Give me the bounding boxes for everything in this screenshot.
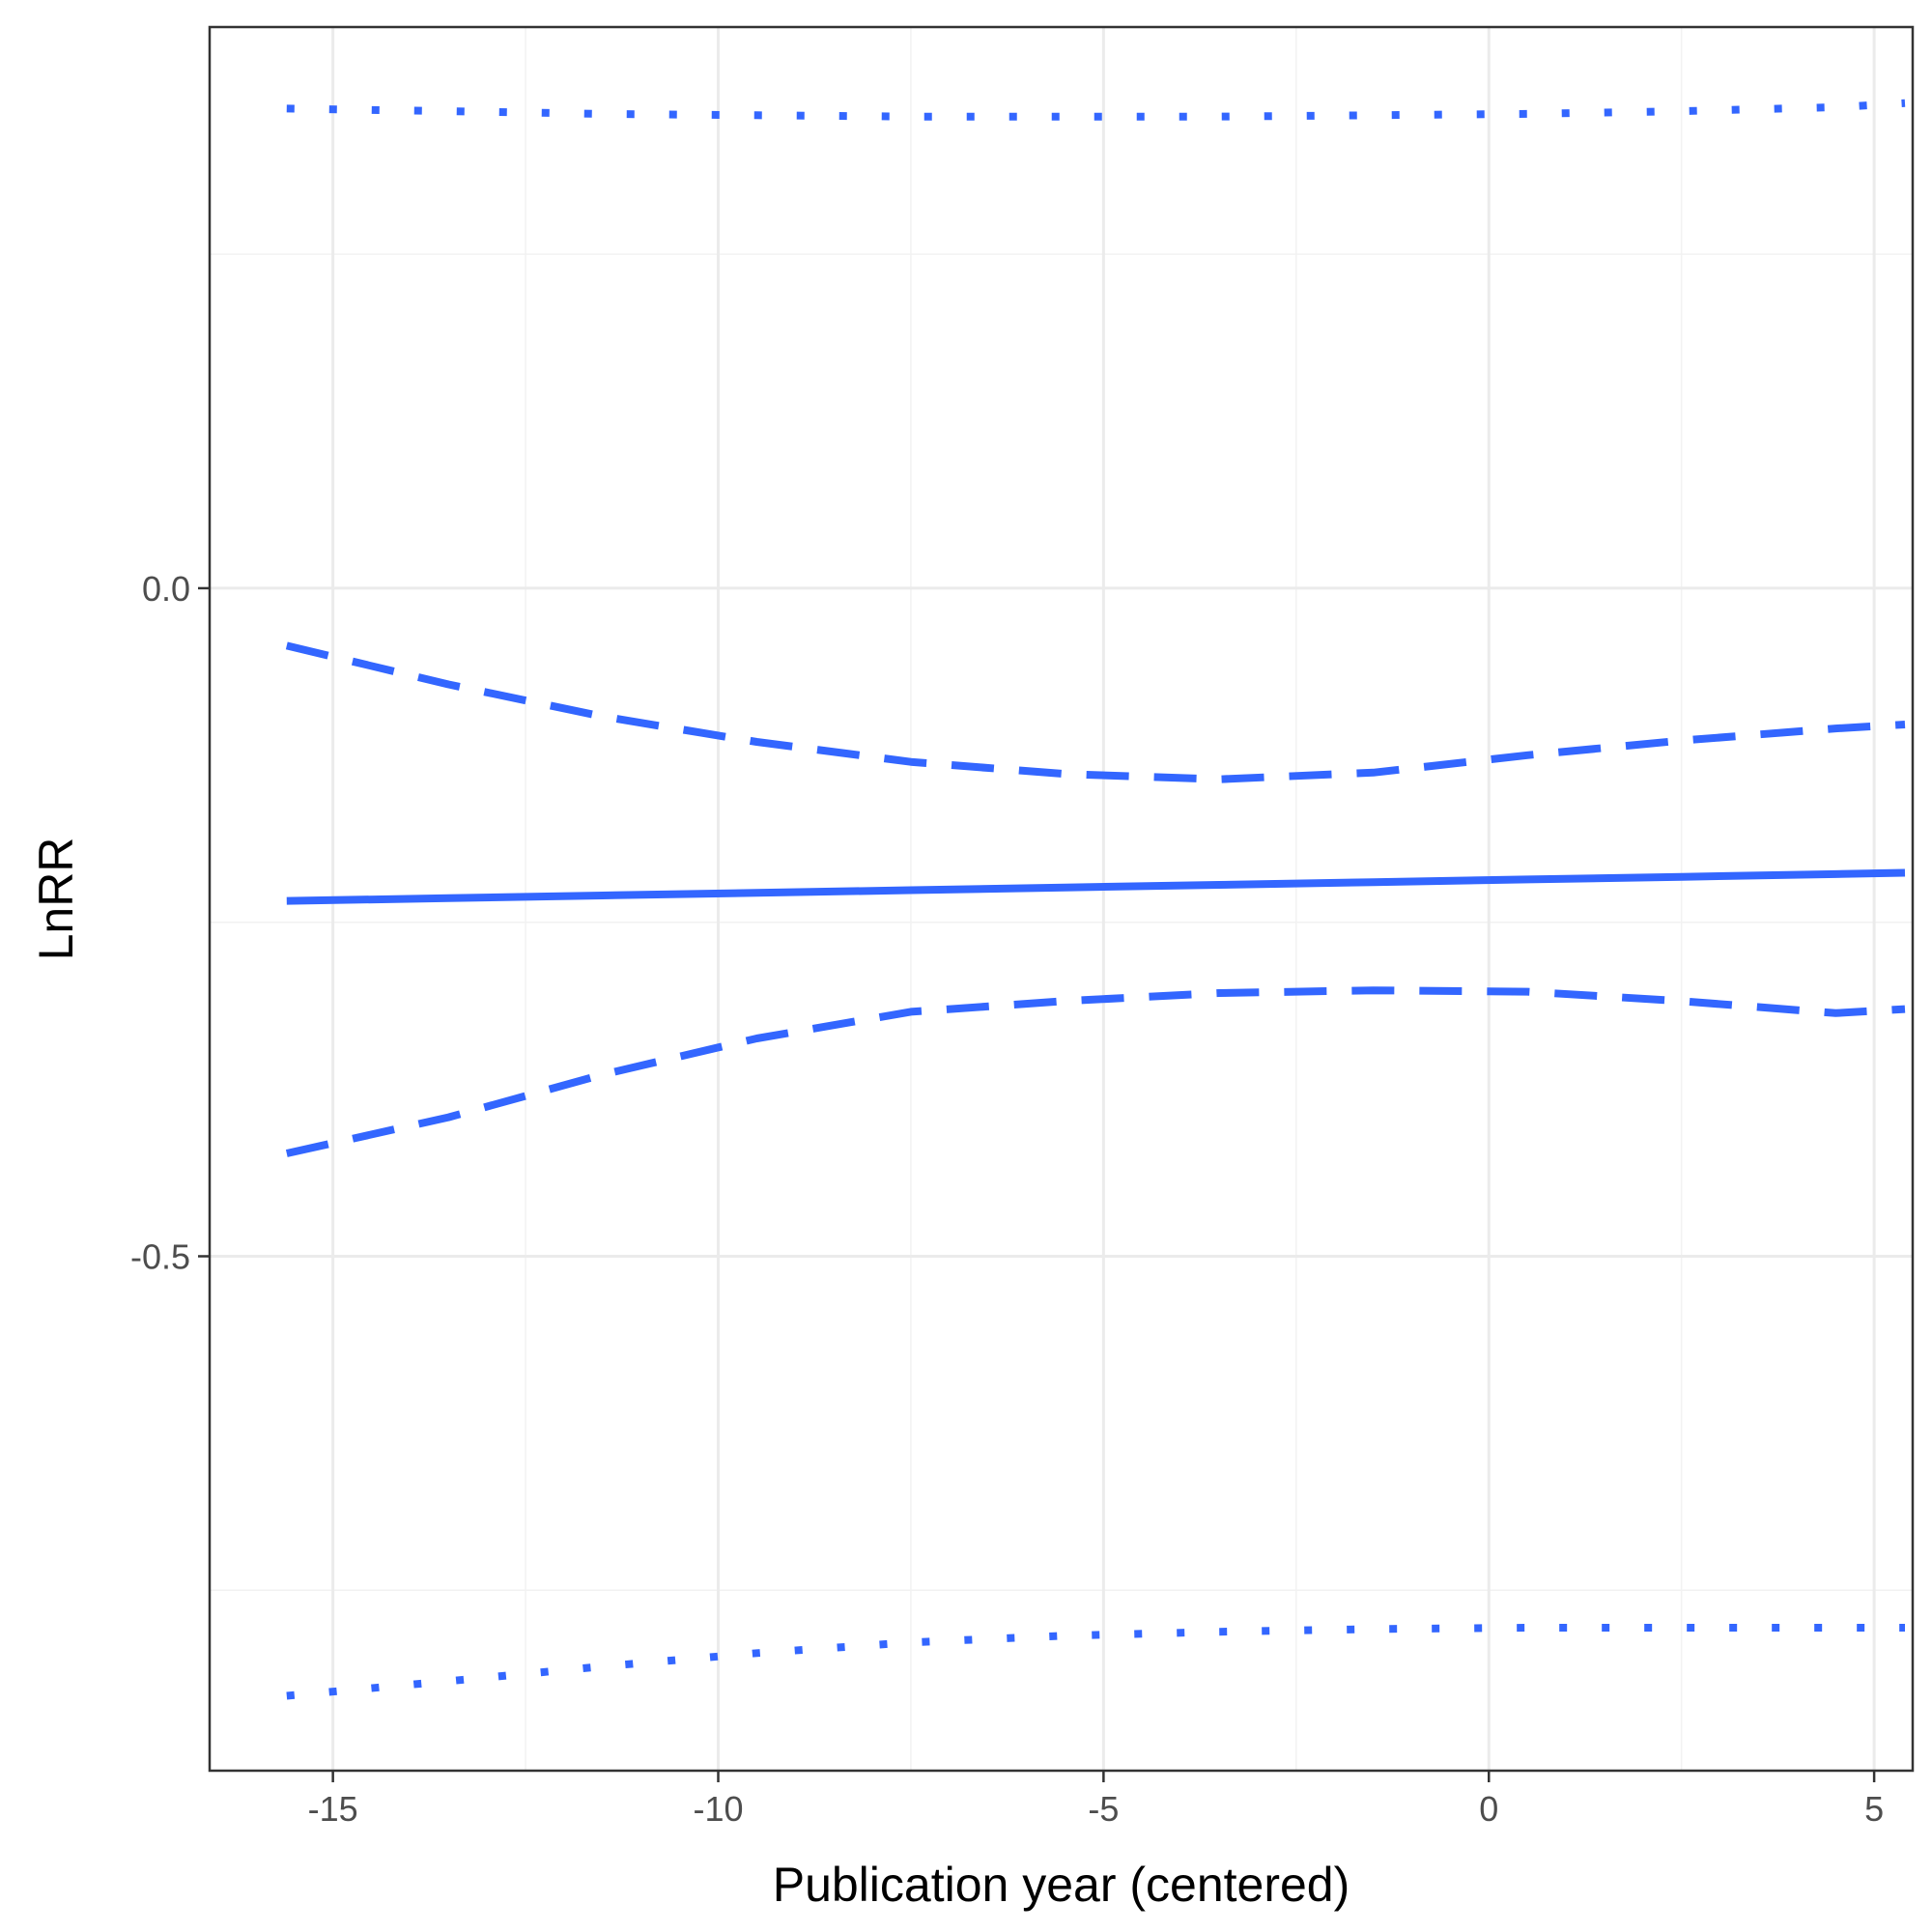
x-tick-label: -15 — [308, 1789, 358, 1829]
series-group — [285, 99, 1906, 1700]
pi-upper-line — [286, 99, 1906, 121]
ci-upper-line — [285, 641, 1906, 783]
x-axis-title: Publication year (centered) — [773, 1858, 1350, 1912]
x-tick-label: 0 — [1479, 1789, 1498, 1829]
y-tick-label: 0.0 — [142, 569, 190, 609]
panel-border — [208, 25, 1915, 1773]
y-axis-title: LnRR — [29, 838, 83, 961]
x-tick-label: -5 — [1088, 1789, 1119, 1829]
x-tick-label: 5 — [1864, 1789, 1884, 1829]
x-axis: -15 -10 -5 0 5 — [308, 1771, 1884, 1829]
fit-line — [286, 868, 1906, 905]
y-tick-label: -0.5 — [130, 1236, 190, 1276]
y-axis: 0.0 -0.5 — [130, 569, 210, 1276]
ci-lower-line — [285, 986, 1906, 1157]
x-tick-label: -10 — [693, 1789, 743, 1829]
